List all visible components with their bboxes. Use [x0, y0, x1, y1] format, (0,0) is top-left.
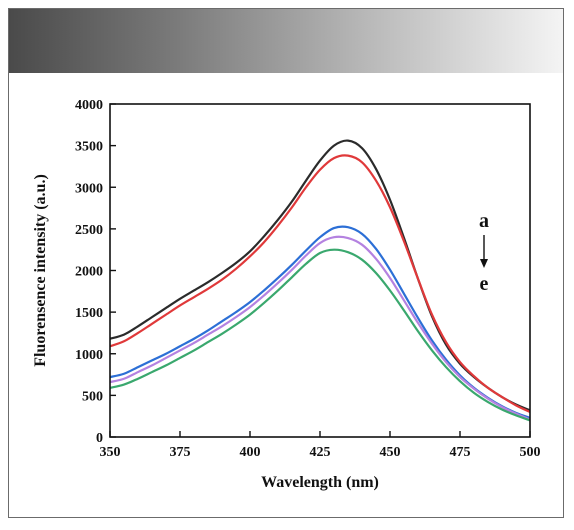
- series-line-5: [109, 248, 531, 422]
- x-tick-label: 375: [170, 445, 191, 460]
- annotation-end-label: e: [480, 273, 489, 295]
- annotation-start-label: a: [479, 210, 489, 232]
- y-tick-label: 2500: [75, 223, 103, 238]
- y-tick-label: 3500: [75, 140, 103, 155]
- series-line-2: [109, 154, 531, 414]
- y-tick-label: 0: [96, 431, 103, 446]
- x-tick-label: 475: [450, 445, 471, 460]
- fluorescence-line-chart: 350 375 400 425 450 475 500 0 500 1000 1500 2000 250…: [32, 98, 541, 491]
- y-tick-label: 1500: [75, 306, 103, 321]
- x-tick-label: 350: [100, 445, 121, 460]
- y-tick-label: 500: [82, 389, 103, 404]
- series-line-3: [109, 225, 531, 419]
- figure-frame: 350 375 400 425 450 475 500 0 500 1000 1500 2000 250…: [8, 8, 564, 518]
- header-banner: [9, 9, 563, 73]
- y-axis-label: Fluorensence intensity (a.u.): [32, 174, 49, 367]
- x-tick-label: 500: [520, 445, 541, 460]
- x-tick-label: 450: [380, 445, 401, 460]
- series-line-4: [109, 235, 531, 421]
- y-tick-label: 2000: [75, 265, 103, 280]
- y-tick-label: 4000: [75, 98, 103, 113]
- x-tick-label: 425: [310, 445, 331, 460]
- y-tick-label: 3000: [75, 181, 103, 196]
- a-to-e-annotation: a e: [479, 210, 489, 295]
- x-tick-label: 400: [240, 445, 261, 460]
- y-tick-label: 1000: [75, 348, 103, 363]
- x-axis-label: Wavelength (nm): [261, 474, 379, 491]
- annotation-arrow-head: [480, 259, 488, 268]
